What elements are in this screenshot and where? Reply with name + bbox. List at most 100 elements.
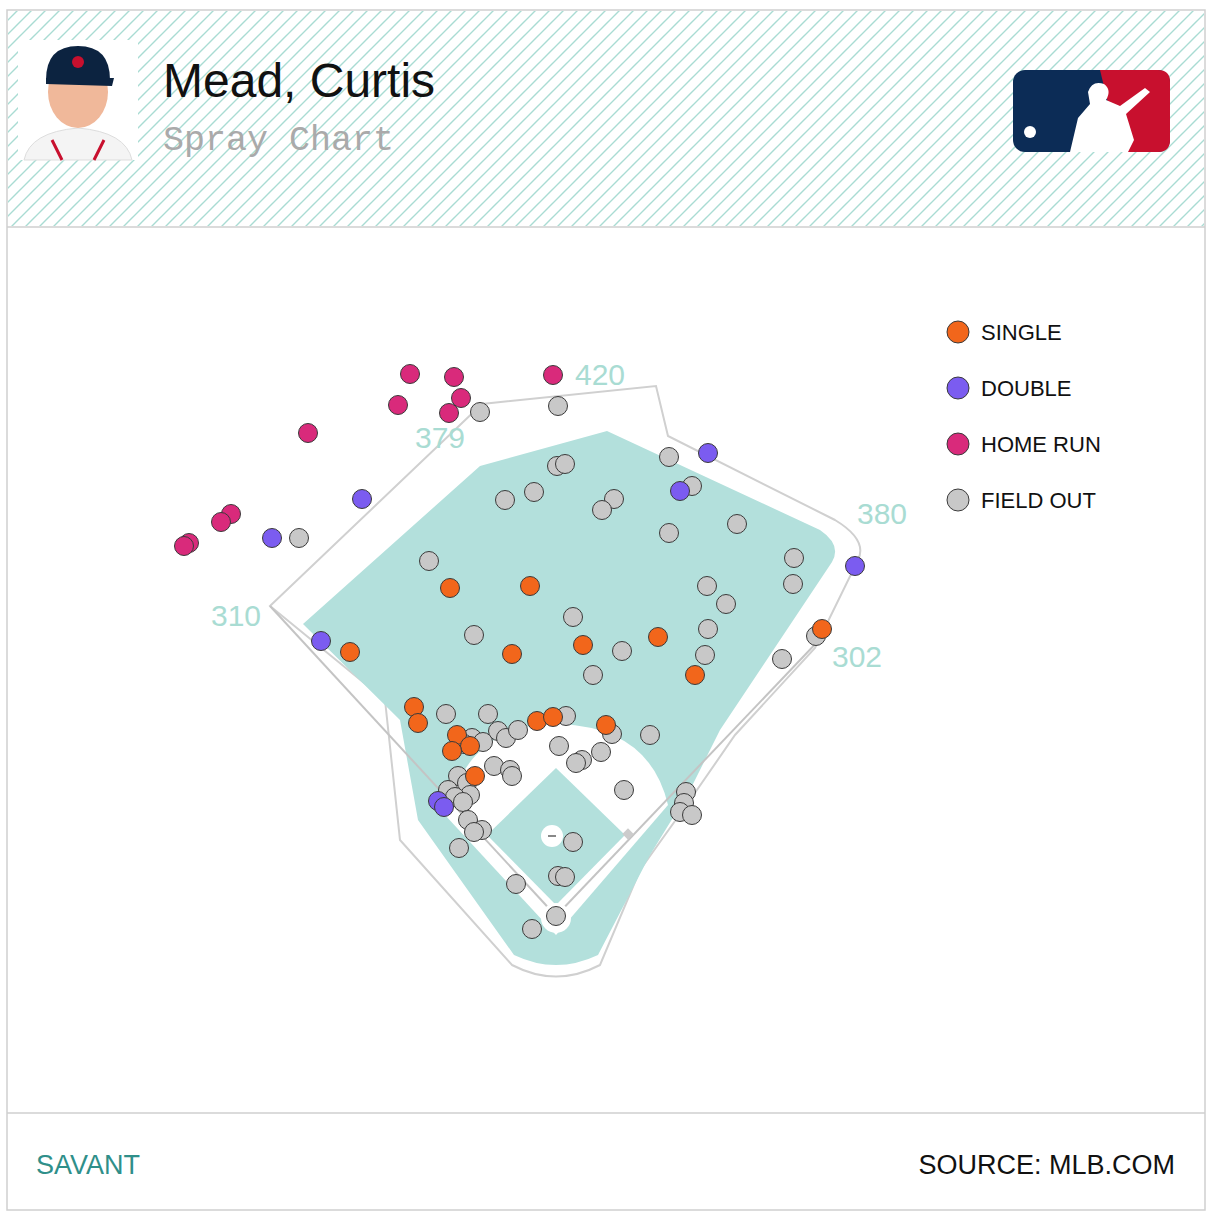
field — [270, 386, 860, 977]
hit-point — [445, 368, 464, 387]
subtitle: Spray Chart — [163, 121, 394, 161]
hit-point — [556, 455, 575, 474]
hit-point — [507, 875, 526, 894]
logo-ball — [1024, 126, 1036, 138]
hit-point — [175, 537, 194, 556]
hit-point — [465, 626, 484, 645]
header-rule — [7, 226, 1205, 228]
player-photo — [18, 40, 138, 160]
hit-point — [686, 666, 705, 685]
hit-point — [556, 868, 575, 887]
header-band — [8, 11, 1204, 226]
field-outline — [270, 386, 860, 977]
hit-point — [671, 482, 690, 501]
hit-point — [263, 529, 282, 548]
photo-bg — [18, 40, 138, 160]
hit-point — [717, 595, 736, 614]
source: SOURCE: MLB.COM — [918, 1150, 1175, 1180]
hit-point — [521, 577, 540, 596]
hit-point — [503, 767, 522, 786]
hit-point — [699, 444, 718, 463]
hit-point — [547, 907, 566, 926]
logo-blue — [1013, 70, 1170, 152]
hit-point — [312, 632, 331, 651]
hit-point — [593, 501, 612, 520]
fence-distance: 420 — [575, 358, 625, 391]
hit-point — [574, 636, 593, 655]
hit-point — [450, 839, 469, 858]
hit-point — [525, 483, 544, 502]
fence-distance: 310 — [211, 599, 261, 632]
hit-point — [466, 767, 485, 786]
hit-point — [550, 737, 569, 756]
legend-label: HOME RUN — [981, 432, 1101, 457]
footer-rule — [7, 1112, 1205, 1114]
hit-point — [613, 642, 632, 661]
hit-point — [443, 742, 462, 761]
hit-point — [813, 620, 832, 639]
hit-point — [389, 396, 408, 415]
field-grass — [303, 431, 835, 965]
hit-point — [341, 643, 360, 662]
hit-point — [699, 620, 718, 639]
hit-point — [785, 549, 804, 568]
series — [263, 444, 865, 817]
series — [341, 577, 832, 786]
hit-point — [523, 920, 542, 939]
infield-grass — [487, 768, 625, 905]
photo-brim — [46, 78, 114, 86]
legend-label: DOUBLE — [981, 376, 1071, 401]
hit-point — [299, 424, 318, 443]
hit-point — [496, 491, 515, 510]
rubber — [548, 835, 556, 837]
marks — [175, 365, 865, 939]
hit-point — [698, 577, 717, 596]
hit-point — [437, 705, 456, 724]
hit-point — [503, 645, 522, 664]
hit-point — [649, 628, 668, 647]
hit-point — [454, 793, 473, 812]
logo-batter — [1070, 83, 1150, 152]
hit-point — [420, 552, 439, 571]
legend-marker — [947, 489, 969, 511]
hit-point — [567, 754, 586, 773]
hit-point — [435, 798, 454, 817]
photo-shirt — [24, 128, 132, 160]
legend-marker — [947, 433, 969, 455]
legend-label: FIELD OUT — [981, 488, 1096, 513]
hit-point — [615, 781, 634, 800]
legend-label: SINGLE — [981, 320, 1062, 345]
hit-point — [401, 365, 420, 384]
foul-line-right — [556, 637, 822, 916]
hit-point — [290, 529, 309, 548]
hit-point — [564, 833, 583, 852]
hit-point — [683, 806, 702, 825]
hit-point — [728, 515, 747, 534]
hit-point — [773, 650, 792, 669]
hit-point — [353, 490, 372, 509]
hit-point — [461, 737, 480, 756]
hit-point — [544, 708, 563, 727]
mound — [541, 825, 563, 847]
infield-dirt — [445, 724, 668, 935]
hit-point — [465, 823, 484, 842]
hit-point — [641, 726, 660, 745]
title: Mead, Curtis — [163, 54, 435, 107]
series — [175, 365, 563, 556]
hit-point — [544, 366, 563, 385]
hit-point — [479, 705, 498, 724]
photo-cap — [46, 46, 110, 80]
hit-point — [471, 403, 490, 422]
hit-point — [549, 397, 568, 416]
card — [7, 10, 1205, 1210]
hit-point — [441, 579, 460, 598]
hit-point — [584, 666, 603, 685]
legend-marker — [947, 377, 969, 399]
mlb-logo — [1013, 70, 1170, 152]
series — [290, 397, 826, 939]
legend: SINGLE DOUBLE HOME RUN FIELD OUT — [947, 320, 1101, 513]
fence-distance: 380 — [857, 497, 907, 530]
hit-point — [660, 448, 679, 467]
chart-root: Mead, CurtisSpray ChartSAVANTSOURCE: MLB… — [0, 0, 1217, 1218]
home-area — [541, 903, 571, 933]
